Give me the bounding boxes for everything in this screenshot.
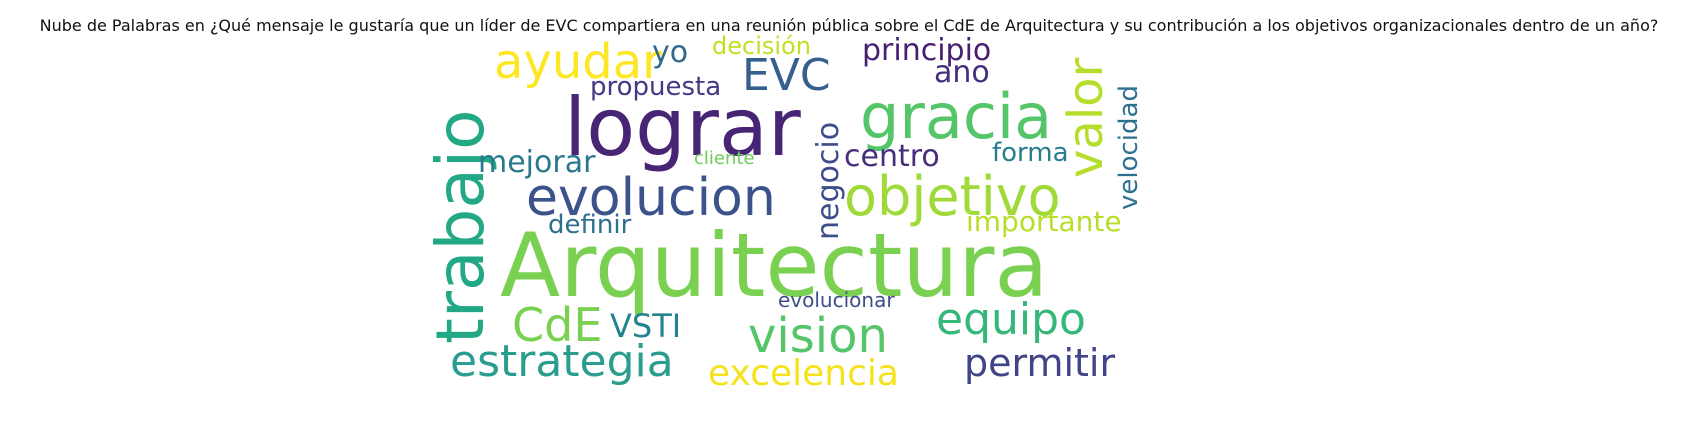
word-ano: ano [934, 55, 990, 90]
word-vision: vision [748, 308, 888, 364]
word-lograr: lograr [564, 81, 801, 174]
word-cloud: Arquitectura lograr gracia trabajo evolu… [422, 34, 1240, 422]
word-cde: CdE [512, 298, 603, 352]
word-permitir: permitir [964, 341, 1116, 385]
word-forma: forma [992, 138, 1069, 168]
word-arquitectura: Arquitectura [500, 214, 1049, 317]
word-propuesta: propuesta [590, 72, 722, 102]
word-negocio: negocio [811, 121, 846, 240]
word-yo: yo [652, 35, 689, 70]
word-definir: definir [548, 210, 632, 240]
word-evolucionar: evolucionar [778, 288, 895, 312]
word-velocidad: velocidad [1114, 85, 1144, 210]
word-vsti: VSTI [610, 307, 682, 345]
word-equipo: equipo [936, 294, 1086, 345]
word-excelencia: excelencia [708, 353, 899, 394]
chart-title: Nube de Palabras en ¿Qué mensaje le gust… [39, 16, 1659, 35]
word-mejorar: mejorar [478, 145, 596, 180]
word-objetivo: objetivo [844, 165, 1061, 228]
word-evc: EVC [742, 50, 831, 101]
word-cliente: cliente [694, 148, 755, 169]
word-ayudar: ayudar [494, 34, 662, 90]
word-estrategia: estrategia [450, 336, 674, 387]
word-principio: principio [862, 33, 992, 68]
word-evolucion: evolucion [526, 168, 776, 228]
word-centro: centro [844, 139, 940, 174]
word-decision: decisión [712, 32, 811, 60]
word-valor: valor [1058, 57, 1114, 178]
word-gracia: gracia [860, 80, 1053, 153]
word-importante: importante [966, 205, 1122, 238]
